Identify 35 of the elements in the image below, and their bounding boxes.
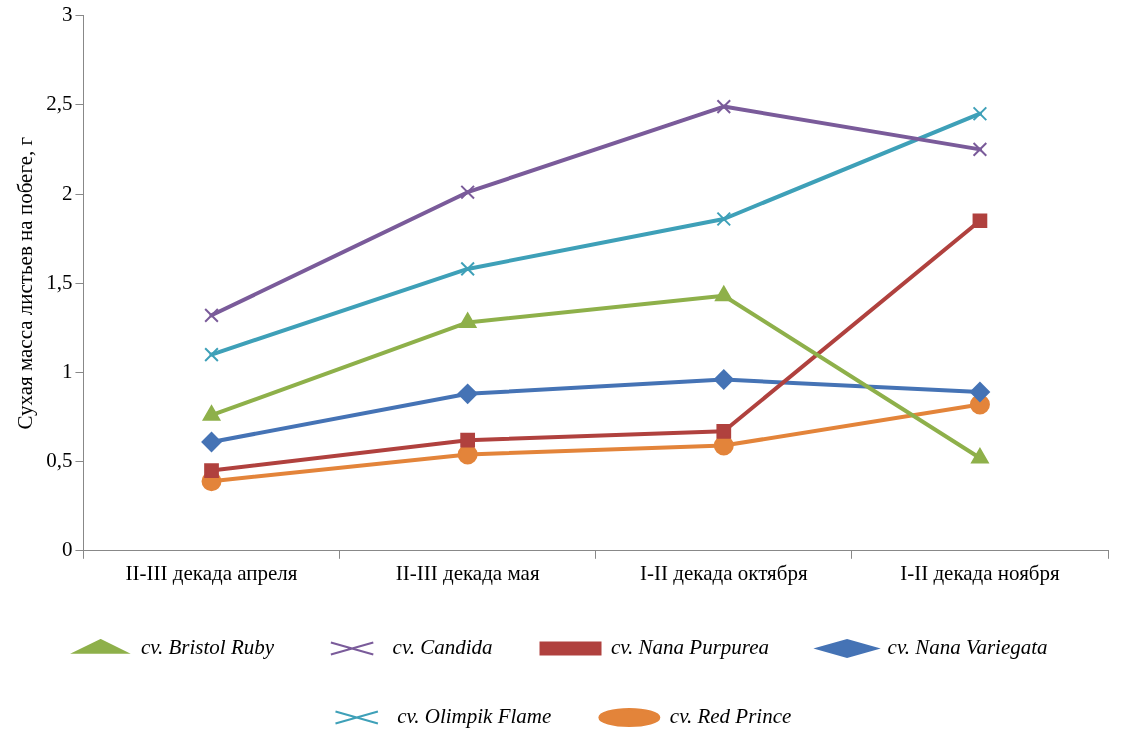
y-tick-label: 1,5 — [46, 269, 73, 294]
x-tick-label: I-II декада октября — [640, 560, 808, 585]
legend-label: cv. Red Prince — [669, 704, 792, 729]
x-tick-label: II-III декада мая — [395, 560, 540, 585]
point — [204, 347, 219, 362]
point — [460, 432, 476, 448]
y-tick-label: 1 — [61, 358, 73, 383]
point — [972, 142, 988, 157]
point — [969, 382, 990, 403]
point — [204, 463, 219, 478]
y-tick-label: 3 — [61, 2, 73, 27]
point — [204, 307, 219, 323]
y-tick-label: 2 — [61, 180, 73, 205]
x-tick-label: I-II декада ноября — [900, 560, 1061, 585]
y-axis-title: Сухая масса листьев на побеге, г — [13, 136, 38, 430]
y-tick-label: 0 — [61, 537, 73, 562]
legend-label: cv. Candida — [392, 635, 493, 660]
legend-label: cv. Olimpik Flame — [397, 704, 552, 729]
point — [972, 106, 988, 122]
point — [460, 184, 476, 200]
point — [713, 369, 734, 390]
y-tick-label: 2,5 — [46, 91, 73, 116]
point — [716, 211, 732, 227]
point — [201, 431, 222, 452]
legend-label: cv. Nana Purpurea — [611, 635, 770, 660]
point — [716, 423, 732, 439]
legend-label: cv. Nana Variegata — [887, 635, 1048, 660]
y-tick-label: 0,5 — [46, 448, 73, 473]
point — [971, 448, 989, 464]
point — [716, 99, 732, 114]
point — [460, 261, 476, 277]
x-tick-label: II-III декада апреля — [125, 560, 298, 585]
point — [972, 213, 988, 229]
legend-label: cv. Bristol Ruby — [140, 635, 275, 660]
point — [457, 383, 478, 404]
